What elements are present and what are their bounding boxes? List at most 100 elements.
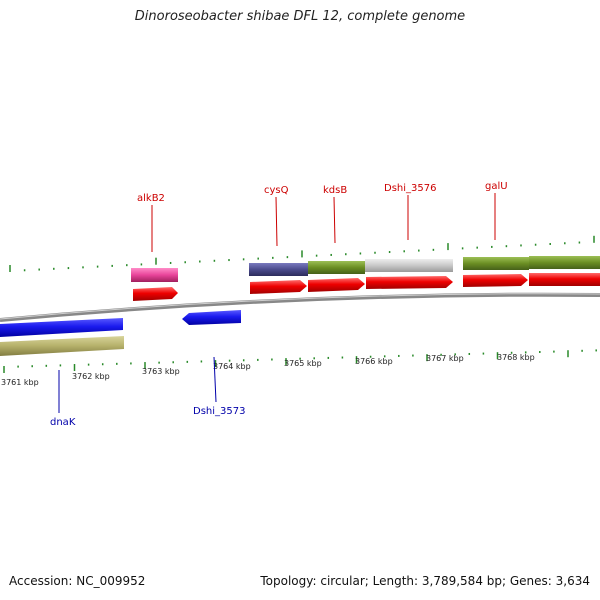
accession-text: Accession: NC_009952 <box>9 574 146 588</box>
gene-arrow-cysQ[interactable] <box>250 280 307 294</box>
major-tick <box>155 257 157 265</box>
minor-tick <box>87 363 90 366</box>
minor-tick <box>126 264 128 267</box>
minor-tick <box>432 248 435 251</box>
minor-tick <box>272 256 274 259</box>
gene-arrow-dnaK[interactable] <box>0 318 123 337</box>
major-tick <box>355 356 358 364</box>
minor-tick <box>257 358 259 361</box>
minor-tick <box>524 351 527 354</box>
genome-backbone <box>0 292 600 322</box>
gene-arrow-alkB2[interactable] <box>133 287 178 301</box>
scale-label: 3767 kbp <box>426 354 464 363</box>
major-tick <box>73 364 76 372</box>
minor-tick <box>184 261 186 264</box>
genome-summary-text: Topology: circular; Length: 3,789,584 bp… <box>260 574 590 588</box>
minor-tick <box>549 242 551 245</box>
scale-label: 3762 kbp <box>72 372 110 381</box>
major-tick <box>593 235 595 243</box>
grey-feature <box>365 259 453 272</box>
minor-tick <box>461 247 464 250</box>
olive-feature <box>529 256 600 269</box>
gene-label-alkB2[interactable]: alkB2 <box>137 193 165 204</box>
pink-feature <box>131 268 178 282</box>
minor-tick <box>38 268 40 271</box>
scale-label: 3761 kbp <box>1 378 39 387</box>
major-tick <box>214 360 217 368</box>
minor-tick <box>199 260 201 263</box>
minor-tick <box>271 358 273 361</box>
minor-tick <box>564 242 566 245</box>
minor-tick <box>313 357 315 360</box>
minor-tick <box>359 252 362 255</box>
gene-arrow-galU[interactable] <box>463 274 528 287</box>
minor-tick <box>369 355 372 358</box>
minor-tick <box>374 251 376 254</box>
scale-label: 3768 kbp <box>497 353 535 362</box>
gene-label-galU[interactable]: galU <box>485 181 508 192</box>
olive-feature <box>463 257 529 270</box>
minor-tick <box>345 253 347 256</box>
minor-tick <box>228 359 231 362</box>
gene-arrow-dshi3573[interactable] <box>182 310 241 325</box>
minor-tick <box>213 259 216 262</box>
minor-tick <box>491 245 493 248</box>
gene-label-dshi3576[interactable]: Dshi_3576 <box>384 183 436 194</box>
minor-tick <box>403 250 405 253</box>
minor-tick <box>412 354 414 357</box>
minor-tick <box>418 249 420 252</box>
label-leader <box>213 356 217 403</box>
minor-tick <box>101 363 104 366</box>
khaki-feature <box>0 336 124 356</box>
minor-tick <box>31 365 33 368</box>
gene-label-dnaK[interactable]: dnaK <box>50 417 76 428</box>
label-leader <box>333 196 336 244</box>
gene-arrow-next[interactable] <box>529 273 600 286</box>
minor-tick <box>482 352 485 355</box>
minor-tick <box>242 258 245 261</box>
minor-tick <box>327 356 330 359</box>
minor-tick <box>130 362 132 365</box>
minor-tick <box>520 244 522 247</box>
major-tick <box>567 350 569 358</box>
major-tick <box>447 243 449 251</box>
minor-tick <box>158 361 160 364</box>
major-tick <box>3 366 5 373</box>
scale-label: 3766 kbp <box>355 357 393 366</box>
gene-label-kdsB[interactable]: kdsB <box>323 185 347 196</box>
minor-tick <box>140 263 143 266</box>
map-title: Dinoroseobacter shibae DFL 12, complete … <box>134 9 466 24</box>
minor-tick <box>169 261 172 264</box>
minor-tick <box>505 245 508 248</box>
major-tick <box>144 362 146 370</box>
scale-label: 3763 kbp <box>142 367 180 376</box>
minor-tick <box>116 362 118 365</box>
gene-arrow-kdsB[interactable] <box>308 278 365 292</box>
minor-tick <box>186 360 189 363</box>
minor-tick <box>398 354 400 357</box>
minor-tick <box>59 364 62 367</box>
minor-tick <box>578 241 581 244</box>
gene-label-cysQ[interactable]: cysQ <box>264 185 289 196</box>
minor-tick <box>510 351 513 354</box>
minor-tick <box>82 266 84 269</box>
minor-tick <box>595 349 597 352</box>
olive-feature <box>308 261 365 274</box>
minor-tick <box>534 243 537 246</box>
minor-tick <box>581 349 583 352</box>
minor-tick <box>476 246 478 249</box>
minor-tick <box>257 257 259 260</box>
gene-label-dshi3573[interactable]: Dshi_3573 <box>193 406 245 417</box>
minor-tick <box>440 353 442 356</box>
minor-tick <box>17 365 19 368</box>
outer-tick-row <box>9 235 595 272</box>
minor-tick <box>341 356 344 359</box>
minor-tick <box>111 264 113 267</box>
minor-tick <box>388 251 391 254</box>
minor-tick <box>200 360 203 363</box>
gene-arrow-dshi3576[interactable] <box>366 276 453 289</box>
minor-tick <box>172 361 174 364</box>
major-tick <box>426 354 428 362</box>
minor-tick <box>242 359 245 362</box>
